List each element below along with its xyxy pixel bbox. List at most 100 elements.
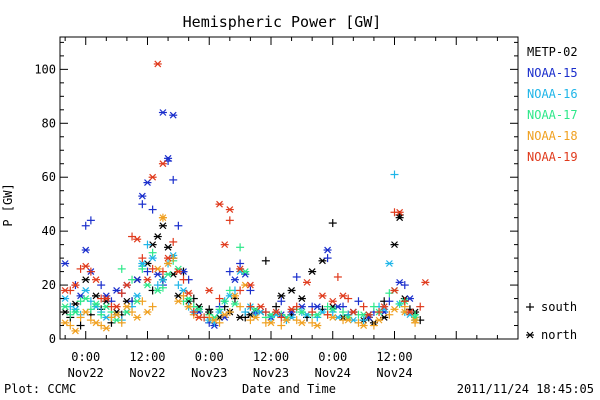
- y-tick-label: 20: [42, 278, 56, 292]
- data-point-south: [236, 286, 245, 295]
- data-point-south: [169, 237, 178, 246]
- data-point-south: [86, 267, 95, 276]
- x-axis-label: Date and Time: [242, 382, 336, 396]
- x-tick-time-label: 12:00: [376, 350, 412, 364]
- data-point-north: [138, 192, 147, 200]
- data-point-north: [318, 292, 327, 300]
- data-point-north: [230, 292, 239, 300]
- data-point-north: [158, 276, 167, 284]
- data-point-north: [205, 287, 214, 294]
- data-point-south: [261, 256, 270, 265]
- data-point-south: [246, 302, 255, 311]
- data-point-north: [153, 287, 162, 294]
- data-point-south: [339, 308, 348, 317]
- data-point-south: [138, 297, 147, 306]
- data-point-south: [236, 243, 245, 252]
- data-point-north: [390, 305, 399, 313]
- data-point-north: [313, 303, 322, 311]
- data-point-north: [395, 208, 404, 216]
- data-point-north: [220, 311, 229, 319]
- data-point-north: [344, 316, 353, 324]
- legend-entry: NOAA-18: [527, 129, 578, 143]
- data-point-south: [400, 297, 409, 306]
- data-point-north: [143, 179, 152, 187]
- data-point-north: [236, 314, 245, 321]
- data-point-north: [61, 260, 70, 267]
- data-point-north: [375, 316, 384, 324]
- data-point-south: [246, 286, 255, 295]
- data-point-north: [390, 287, 399, 294]
- data-point-south: [359, 302, 368, 311]
- data-point-north: [266, 319, 275, 327]
- data-point-north: [112, 287, 121, 294]
- x-axis: 0:00 Nov22 12:00 Nov22 0:00 Nov23 12:00 Nov23 0:…: [64, 37, 519, 380]
- data-point-north: [61, 287, 70, 294]
- data-point-north: [297, 319, 306, 327]
- legend-entry: NOAA-15: [527, 66, 578, 80]
- data-markers: [61, 60, 430, 335]
- footer-source: Plot: CCMC: [4, 382, 76, 396]
- data-point-south: [369, 302, 378, 311]
- data-point-north: [158, 109, 167, 116]
- data-point-south: [375, 308, 384, 317]
- footer-timestamp: 2011/11/24 18:45:05: [457, 382, 594, 396]
- data-point-north: [359, 322, 368, 329]
- data-point-south: [117, 318, 126, 327]
- data-point-south: [138, 254, 147, 263]
- x-tick-time-label: 12:00: [129, 350, 165, 364]
- data-point-south: [333, 272, 342, 281]
- data-point-north: [256, 303, 265, 311]
- data-point-south: [236, 302, 245, 311]
- x-tick-day-label: Nov22: [68, 366, 104, 380]
- data-point-north: [297, 308, 306, 316]
- data-point-south: [225, 216, 234, 225]
- data-point-north: [148, 254, 157, 262]
- y-tick-label: 80: [42, 116, 56, 130]
- data-point-north: [318, 257, 327, 265]
- data-point-north: [395, 214, 404, 222]
- data-point-south: [225, 267, 234, 276]
- data-point-south: [369, 321, 378, 330]
- data-point-north: [112, 303, 121, 311]
- y-tick-label: 40: [42, 224, 56, 238]
- data-point-south: [76, 321, 85, 330]
- data-point-south: [354, 297, 363, 306]
- x-tick-time-label: 0:00: [318, 350, 347, 364]
- data-point-south: [225, 286, 234, 295]
- data-point-north: [169, 111, 178, 119]
- marker-legend-label: north: [541, 328, 577, 342]
- data-point-south: [148, 302, 157, 311]
- data-point-north: [272, 308, 281, 316]
- data-point-north: [194, 314, 203, 321]
- data-point-south: [292, 272, 301, 281]
- data-point-south: [117, 289, 126, 298]
- data-point-north: [184, 295, 193, 302]
- data-point-south: [128, 275, 137, 284]
- data-point-south: [328, 219, 337, 228]
- data-point-south: [153, 281, 162, 290]
- data-point-north: [287, 305, 296, 313]
- data-point-north: [112, 311, 121, 319]
- data-point-north: [225, 206, 234, 213]
- data-point-south: [277, 297, 286, 306]
- data-point-north: [313, 311, 322, 319]
- data-point-north: [71, 300, 80, 308]
- data-point-south: [143, 240, 152, 249]
- data-point-north: [133, 314, 142, 321]
- data-point-north: [220, 241, 229, 249]
- data-point-south: [148, 264, 157, 273]
- legend-entry: METP-02: [527, 45, 578, 59]
- data-point-north: [153, 60, 162, 68]
- data-point-south: [272, 302, 281, 311]
- x-tick-day-label: Nov23: [253, 366, 289, 380]
- data-point-north: [61, 303, 70, 311]
- y-tick-label: 60: [42, 170, 56, 184]
- data-point-north: [92, 276, 101, 284]
- data-point-north: [246, 281, 255, 289]
- data-point-north: [184, 289, 193, 297]
- x-tick-day-label: Nov24: [376, 366, 412, 380]
- data-point-north: [184, 303, 193, 311]
- y-tick-label: 100: [34, 62, 56, 76]
- data-point-south: [138, 264, 147, 273]
